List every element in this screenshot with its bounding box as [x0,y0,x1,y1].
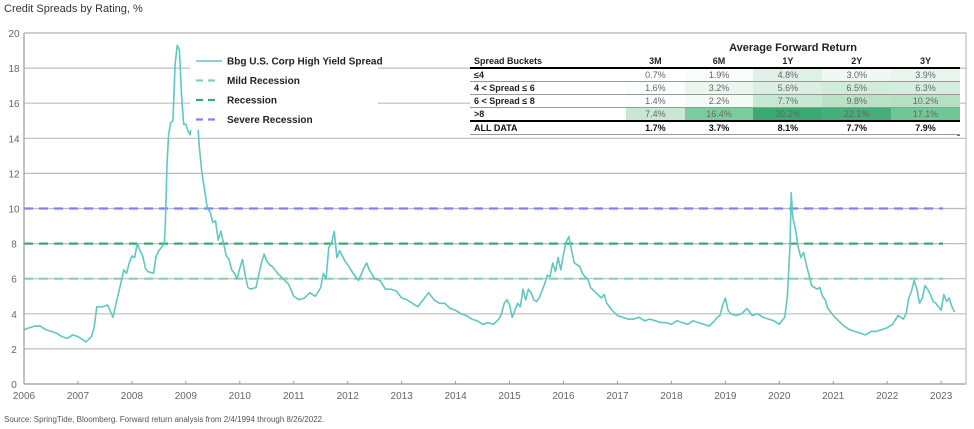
table-cell: 3.0% [822,68,892,82]
table-cell: 22.1% [822,107,892,122]
row-label: ALL DATA [470,120,627,135]
y-tick-label: 4 [11,310,17,321]
x-axis-labels: 2006 2007 2008 2009 2010 2011 2012 2013 2014 2015… [13,391,953,402]
row-label: 6 < Spread ≤ 8 [470,94,627,108]
y-tick-label: 20 [8,29,20,40]
x-tick-label: 2008 [121,391,144,402]
legend-background [190,50,378,130]
table-cell: 30.2% [753,107,823,122]
legend-item-recession: Recession [196,96,277,107]
x-tick-label: 2018 [660,391,683,402]
x-tick-label: 2012 [337,391,360,402]
y-tick-label: 2 [11,345,17,356]
series-group [23,44,956,343]
table-cell: 2.2% [684,94,754,108]
table-cell: 17.1% [891,107,960,122]
row-label: ≤4 [470,68,627,82]
x-tick-label: 2013 [391,391,414,402]
x-tick-label: 2014 [444,391,467,402]
table-cell: 7.7% [822,120,892,135]
table-header-cell: 3Y [891,55,960,69]
table-header-cell: 3M [626,55,685,69]
y-tick-label: 0 [11,380,17,391]
legend-label: Recession [227,96,277,107]
table-cell: 4.8% [753,68,823,82]
x-tick-label: 2011 [283,391,305,402]
table-cell: 1.9% [684,68,754,82]
table-row: >8 7.4% 16.4% 30.2% 22.1% 17.1% [470,107,960,122]
table-cell: 8.1% [753,120,823,135]
x-tick-label: 2020 [768,391,791,402]
y-tick-label: 8 [11,240,17,251]
table-header-cell: 1Y [753,55,823,69]
x-tick-label: 2015 [498,391,521,402]
y-tick-label: 16 [8,99,20,110]
table-row: 6 < Spread ≤ 8 1.4% 2.2% 7.7% 9.8% 10.2% [470,94,960,108]
y-tick-label: 18 [8,64,20,75]
table-cell: 1.4% [626,94,685,108]
table-cell: 7.4% [626,107,685,122]
x-tick-label: 2006 [13,391,36,402]
table-cell: 0.7% [626,68,685,82]
y-tick-label: 12 [8,169,20,180]
legend-label: Mild Recession [227,76,300,87]
table-cell: 3.9% [891,68,960,82]
legend-item-bbg-u-s-corp-high-yield-spread: Bbg U.S. Corp High Yield Spread [196,57,383,68]
table-cell: 5.6% [753,81,823,95]
high-yield-spread-line [23,44,956,343]
legend-item-severe-recession: Severe Recession [196,115,313,126]
y-axis-labels: 0 2 4 6 8 10 12 14 16 18 20 [8,29,20,391]
row-label: >8 [470,107,627,122]
x-tick-label: 2023 [930,391,953,402]
x-tick-label: 2010 [229,391,252,402]
legend: Bbg U.S. Corp High Yield Spread Mild Rece… [190,50,383,130]
row-label: 4 < Spread ≤ 6 [470,81,627,95]
table-cell: 9.8% [822,94,892,108]
table-header-cell: 6M [684,55,754,69]
table-cell: 1.7% [626,120,685,135]
table-cell: 7.7% [753,94,823,108]
table-cell: 6.3% [891,81,960,95]
table-header-cell: Spread Buckets [470,55,627,69]
legend-label: Severe Recession [227,115,313,126]
x-tick-label: 2009 [175,391,198,402]
chart-title: Credit Spreads by Rating, % [4,3,143,15]
table-title: Average Forward Return [729,42,858,54]
table-cell: 10.2% [891,94,960,108]
x-tick-label: 2007 [67,391,90,402]
legend-item-mild-recession: Mild Recession [196,76,300,87]
table-total-row: ALL DATA 1.7% 3.7% 8.1% 7.7% 7.9% [470,120,960,135]
table-cell: 7.9% [891,120,960,135]
legend-label: Bbg U.S. Corp High Yield Spread [227,57,383,68]
table-cell: 6.5% [822,81,892,95]
table-cell: 3.2% [684,81,754,95]
y-tick-label: 6 [11,275,17,286]
y-tick-label: 14 [8,134,20,145]
x-tick-label: 2019 [714,391,737,402]
forward-return-table: Average Forward Return Spread Buckets 3M… [470,41,960,135]
x-tick-label: 2021 [822,391,845,402]
table-cell: 3.7% [684,120,754,135]
x-tick-label: 2022 [876,391,899,402]
axes [23,32,967,385]
table-row: 4 < Spread ≤ 6 1.6% 3.2% 5.6% 6.5% 6.3% [470,81,960,95]
table-header-cell: 2Y [822,55,892,69]
table-cell: 1.6% [626,81,685,95]
table-row: ≤4 0.7% 1.9% 4.8% 3.0% 3.9% [470,68,960,82]
x-tick-label: 2017 [606,391,629,402]
table-header-row: Spread Buckets 3M 6M 1Y 2Y 3Y [470,55,960,69]
x-tick-label: 2016 [552,391,575,402]
table-cell: 16.4% [684,107,754,122]
source-note: Source: SpringTide, Bloomberg. Forward r… [4,415,325,424]
y-tick-label: 10 [8,205,20,216]
